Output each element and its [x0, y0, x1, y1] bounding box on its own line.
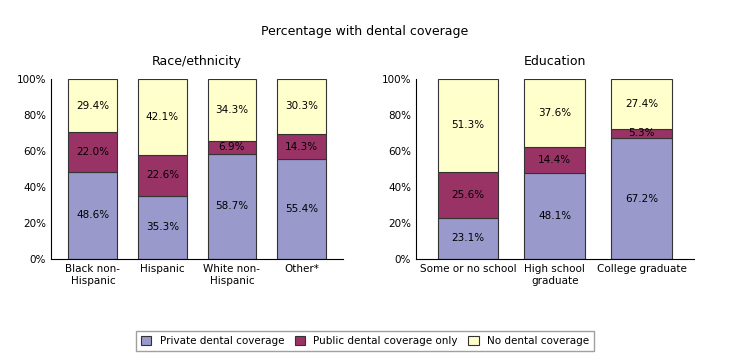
- Bar: [138, 155, 187, 196]
- Text: 23.1%: 23.1%: [452, 233, 485, 243]
- Bar: [138, 79, 187, 155]
- Title: Race/ethnicity: Race/ethnicity: [152, 55, 242, 68]
- Bar: [438, 217, 499, 259]
- Text: 67.2%: 67.2%: [625, 194, 658, 204]
- Text: 42.1%: 42.1%: [146, 112, 179, 122]
- Text: 29.4%: 29.4%: [76, 101, 110, 111]
- Text: 5.3%: 5.3%: [629, 129, 655, 139]
- Bar: [207, 153, 256, 259]
- Text: 27.4%: 27.4%: [625, 99, 658, 109]
- Text: 58.7%: 58.7%: [215, 201, 248, 211]
- Bar: [611, 79, 672, 129]
- Text: Percentage with dental coverage: Percentage with dental coverage: [261, 25, 469, 38]
- Bar: [438, 79, 499, 171]
- Bar: [69, 132, 117, 172]
- Bar: [277, 134, 326, 159]
- Text: 48.6%: 48.6%: [76, 211, 110, 220]
- Bar: [524, 173, 585, 259]
- Bar: [524, 79, 585, 147]
- Legend: Private dental coverage, Public dental coverage only, No dental coverage: Private dental coverage, Public dental c…: [136, 331, 594, 351]
- Text: 22.6%: 22.6%: [146, 170, 179, 180]
- Bar: [438, 171, 499, 217]
- Text: 25.6%: 25.6%: [452, 190, 485, 199]
- Text: 55.4%: 55.4%: [285, 204, 318, 214]
- Bar: [611, 138, 672, 259]
- Bar: [277, 159, 326, 259]
- Bar: [524, 147, 585, 173]
- Text: 48.1%: 48.1%: [538, 211, 572, 221]
- Bar: [611, 129, 672, 138]
- Text: 30.3%: 30.3%: [285, 102, 318, 112]
- Text: 34.3%: 34.3%: [215, 105, 248, 115]
- Bar: [207, 79, 256, 141]
- Bar: [277, 79, 326, 134]
- Text: 35.3%: 35.3%: [146, 222, 179, 233]
- Text: 22.0%: 22.0%: [77, 147, 110, 157]
- Bar: [138, 196, 187, 259]
- Title: Education: Education: [523, 55, 586, 68]
- Text: 14.4%: 14.4%: [538, 155, 572, 165]
- Text: 51.3%: 51.3%: [452, 120, 485, 130]
- Text: 37.6%: 37.6%: [538, 108, 572, 118]
- Bar: [207, 141, 256, 153]
- Text: 6.9%: 6.9%: [218, 142, 245, 152]
- Text: 14.3%: 14.3%: [285, 141, 318, 152]
- Bar: [69, 79, 117, 132]
- Bar: [69, 172, 117, 259]
